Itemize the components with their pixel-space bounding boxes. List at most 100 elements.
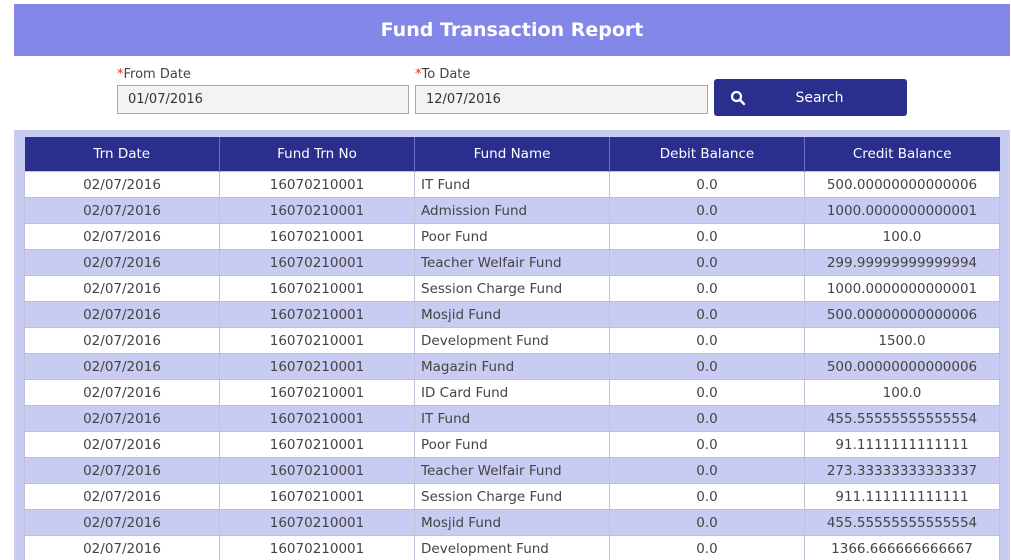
report-header: Fund Transaction Report	[14, 4, 1010, 56]
fund-trn-no-cell: 16070210001	[219, 353, 415, 380]
fund-name-cell: Poor Fund	[414, 223, 610, 250]
credit-balance-cell: 299.99999999999994	[804, 249, 1000, 276]
column-header-debit-balance[interactable]: Debit Balance	[609, 137, 805, 172]
debit-balance-cell: 0.0	[609, 171, 805, 198]
credit-balance-cell: 273.33333333333337	[804, 457, 1000, 484]
fund-name-cell: Mosjid Fund	[414, 301, 610, 328]
fund-transaction-table: Trn Date Fund Trn No Fund Name Debit Bal…	[24, 137, 1000, 560]
table-row[interactable]: 02/07/2016 16070210001 Session Charge Fund…	[24, 275, 1000, 302]
fund-trn-no-cell: 16070210001	[219, 171, 415, 198]
table-row[interactable]: 02/07/2016 16070210001 Development Fund 0.0…	[24, 327, 1000, 354]
trn-date-cell: 02/07/2016	[24, 353, 220, 380]
fund-trn-no-cell: 16070210001	[219, 223, 415, 250]
fund-trn-no-cell: 16070210001	[219, 275, 415, 302]
debit-balance-cell: 0.0	[609, 249, 805, 276]
credit-balance-cell: 1500.0	[804, 327, 1000, 354]
credit-balance-cell: 455.55555555555554	[804, 509, 1000, 536]
trn-date-cell: 02/07/2016	[24, 197, 220, 224]
table-row[interactable]: 02/07/2016 16070210001 Session Charge Fund…	[24, 483, 1000, 510]
debit-balance-cell: 0.0	[609, 509, 805, 536]
credit-balance-cell: 455.55555555555554	[804, 405, 1000, 432]
trn-date-cell: 02/07/2016	[24, 171, 220, 198]
trn-date-cell: 02/07/2016	[24, 483, 220, 510]
table-row[interactable]: 02/07/2016 16070210001 IT Fund 0.0 455.55555…	[24, 405, 1000, 432]
fund-trn-no-cell: 16070210001	[219, 431, 415, 458]
trn-date-cell: 02/07/2016	[24, 301, 220, 328]
to-date-field: *To Date 12/07/2016	[415, 67, 708, 114]
fund-name-cell: IT Fund	[414, 171, 610, 198]
fund-name-cell: Session Charge Fund	[414, 275, 610, 302]
table-row[interactable]: 02/07/2016 16070210001 Mosjid Fund 0.0 455.5…	[24, 509, 1000, 536]
debit-balance-cell: 0.0	[609, 301, 805, 328]
search-icon	[730, 90, 746, 106]
table-row[interactable]: 02/07/2016 16070210001 Magazin Fund 0.0 500.…	[24, 353, 1000, 380]
fund-trn-no-cell: 16070210001	[219, 327, 415, 354]
search-button[interactable]: Search	[714, 79, 907, 116]
table-row[interactable]: 02/07/2016 16070210001 Development Fund 0.0…	[24, 535, 1000, 560]
table-row[interactable]: 02/07/2016 16070210001 Teacher Welfair Fun…	[24, 457, 1000, 484]
fund-trn-no-cell: 16070210001	[219, 405, 415, 432]
table-row[interactable]: 02/07/2016 16070210001 Poor Fund 0.0 91.1111…	[24, 431, 1000, 458]
fund-name-cell: Development Fund	[414, 327, 610, 354]
fund-name-cell: Teacher Welfair Fund	[414, 249, 610, 276]
credit-balance-cell: 100.0	[804, 379, 1000, 406]
debit-balance-cell: 0.0	[609, 223, 805, 250]
fund-trn-no-cell: 16070210001	[219, 483, 415, 510]
credit-balance-cell: 100.0	[804, 223, 1000, 250]
debit-balance-cell: 0.0	[609, 405, 805, 432]
column-header-fund-name[interactable]: Fund Name	[414, 137, 610, 172]
table-row[interactable]: 02/07/2016 16070210001 Admission Fund 0.0 10…	[24, 197, 1000, 224]
fund-trn-no-cell: 16070210001	[219, 249, 415, 276]
debit-balance-cell: 0.0	[609, 327, 805, 354]
credit-balance-cell: 911.111111111111	[804, 483, 1000, 510]
trn-date-cell: 02/07/2016	[24, 327, 220, 354]
trn-date-cell: 02/07/2016	[24, 405, 220, 432]
fund-trn-no-cell: 16070210001	[219, 535, 415, 560]
debit-balance-cell: 0.0	[609, 379, 805, 406]
column-header-credit-balance[interactable]: Credit Balance	[804, 137, 1000, 172]
fund-name-cell: Magazin Fund	[414, 353, 610, 380]
debit-balance-cell: 0.0	[609, 353, 805, 380]
fund-name-cell: IT Fund	[414, 405, 610, 432]
credit-balance-cell: 91.1111111111111	[804, 431, 1000, 458]
trn-date-cell: 02/07/2016	[24, 457, 220, 484]
required-mark: *	[117, 67, 124, 82]
fund-name-cell: Teacher Welfair Fund	[414, 457, 610, 484]
fund-name-cell: Admission Fund	[414, 197, 610, 224]
debit-balance-cell: 0.0	[609, 197, 805, 224]
trn-date-cell: 02/07/2016	[24, 509, 220, 536]
column-header-fund-trn-no[interactable]: Fund Trn No	[219, 137, 415, 172]
credit-balance-cell: 1000.0000000000001	[804, 275, 1000, 302]
required-mark: *	[415, 67, 422, 82]
debit-balance-cell: 0.0	[609, 275, 805, 302]
fund-name-cell: Mosjid Fund	[414, 509, 610, 536]
fund-trn-no-cell: 16070210001	[219, 509, 415, 536]
fund-name-cell: Session Charge Fund	[414, 483, 610, 510]
trn-date-cell: 02/07/2016	[24, 535, 220, 560]
fund-name-cell: ID Card Fund	[414, 379, 610, 406]
fund-trn-no-cell: 16070210001	[219, 301, 415, 328]
table-row[interactable]: 02/07/2016 16070210001 Poor Fund 0.0 100.0	[24, 223, 1000, 250]
table-row[interactable]: 02/07/2016 16070210001 Mosjid Fund 0.0 500.0…	[24, 301, 1000, 328]
from-date-field: *From Date 01/07/2016	[117, 67, 409, 114]
from-date-input[interactable]: 01/07/2016	[117, 85, 409, 114]
debit-balance-cell: 0.0	[609, 535, 805, 560]
fund-name-cell: Development Fund	[414, 535, 610, 560]
trn-date-cell: 02/07/2016	[24, 431, 220, 458]
to-date-input[interactable]: 12/07/2016	[415, 85, 708, 114]
report-table-container: Trn Date Fund Trn No Fund Name Debit Bal…	[14, 130, 1010, 560]
table-row[interactable]: 02/07/2016 16070210001 Teacher Welfair Fun…	[24, 249, 1000, 276]
table-header-row: Trn Date Fund Trn No Fund Name Debit Bal…	[24, 137, 1000, 172]
fund-trn-no-cell: 16070210001	[219, 197, 415, 224]
debit-balance-cell: 0.0	[609, 483, 805, 510]
trn-date-cell: 02/07/2016	[24, 275, 220, 302]
trn-date-cell: 02/07/2016	[24, 379, 220, 406]
table-row[interactable]: 02/07/2016 16070210001 ID Card Fund 0.0 100.…	[24, 379, 1000, 406]
column-header-trn-date[interactable]: Trn Date	[24, 137, 220, 172]
table-row[interactable]: 02/07/2016 16070210001 IT Fund 0.0 500.00000…	[24, 171, 1000, 198]
trn-date-cell: 02/07/2016	[24, 223, 220, 250]
credit-balance-cell: 1000.0000000000001	[804, 197, 1000, 224]
credit-balance-cell: 500.00000000000006	[804, 301, 1000, 328]
credit-balance-cell: 500.00000000000006	[804, 171, 1000, 198]
search-button-label: Search	[795, 89, 844, 106]
